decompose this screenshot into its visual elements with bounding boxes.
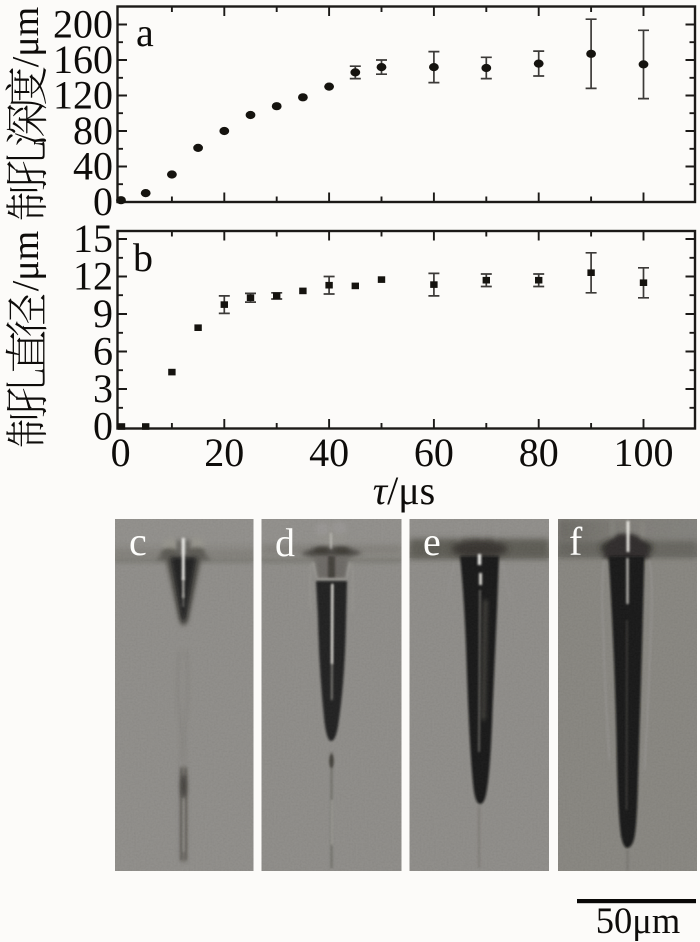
- svg-text:d: d: [275, 520, 295, 565]
- svg-text:40: 40: [309, 430, 349, 475]
- svg-text:/μm: /μm: [5, 7, 47, 68]
- svg-text:60: 60: [414, 430, 454, 475]
- svg-text:e: e: [423, 519, 441, 564]
- svg-text:3: 3: [93, 366, 113, 411]
- svg-text:9: 9: [93, 291, 113, 336]
- svg-text:80: 80: [73, 108, 113, 153]
- svg-text:20: 20: [204, 430, 244, 475]
- svg-text:40: 40: [73, 144, 113, 189]
- svg-text:15: 15: [73, 216, 113, 261]
- svg-text:50μm: 50μm: [596, 900, 680, 941]
- svg-text:0: 0: [111, 430, 131, 475]
- svg-text:b: b: [133, 235, 153, 280]
- svg-text:120: 120: [53, 73, 113, 118]
- svg-text:80: 80: [519, 430, 559, 475]
- svg-text:0: 0: [93, 179, 113, 224]
- svg-text:0: 0: [93, 404, 113, 449]
- svg-text:160: 160: [53, 37, 113, 82]
- svg-text:a: a: [136, 10, 154, 55]
- svg-text:100: 100: [614, 430, 674, 475]
- svg-text:/μm: /μm: [5, 231, 47, 292]
- svg-text:200: 200: [53, 2, 113, 47]
- svg-text:τ/μs: τ/μs: [373, 468, 435, 513]
- svg-text:6: 6: [93, 329, 113, 374]
- svg-text:f: f: [569, 519, 583, 564]
- svg-text:c: c: [129, 519, 147, 564]
- svg-text:12: 12: [73, 254, 113, 299]
